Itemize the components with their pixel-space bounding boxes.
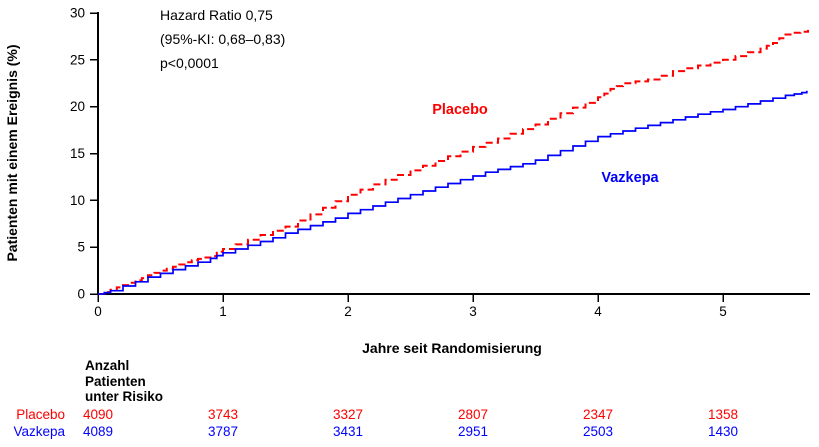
x-tick-label: 1	[219, 304, 227, 319]
risk-cell: 1358	[707, 407, 739, 422]
y-tick-label: 0	[77, 287, 85, 302]
risk-cell: 2951	[457, 424, 489, 439]
vazkepa-curve-label: Vazkepa	[601, 170, 659, 186]
risk-cell: 3743	[207, 407, 239, 422]
x-tick-label: 5	[719, 304, 727, 319]
y-tick-label: 10	[70, 193, 85, 208]
survival-curves	[98, 29, 809, 295]
risk-cell: 3431	[332, 424, 364, 439]
placebo-curve	[98, 29, 809, 295]
risk-cell: 2347	[582, 407, 614, 422]
x-tick-label: 0	[94, 304, 102, 319]
risk-cell: 4090	[82, 407, 114, 422]
survival-curve-chart: 0 5 10 15 20 25 30 0 1 2 3 4 5 Patienten mit einem …	[4, 6, 810, 356]
y-axis-ticks: 0 5 10 15 20 25 30	[70, 6, 98, 302]
vazkepa-curve	[98, 90, 808, 295]
x-tick-label: 2	[344, 304, 352, 319]
annotation-line: (95%-KI: 0,68–0,83)	[160, 31, 285, 47]
placebo-curve-label: Placebo	[432, 102, 488, 118]
risk-row-label-placebo: Placebo	[16, 407, 65, 422]
annotation-line: p<0,0001	[160, 55, 219, 71]
x-tick-label: 3	[469, 304, 477, 319]
risk-cell: 3787	[207, 424, 239, 439]
risk-table-header: Anzahl Patienten unter Risiko	[85, 358, 164, 404]
risk-row-label-vazkepa: Vazkepa	[13, 424, 65, 439]
x-axis-title: Jahre seit Randomisierung	[362, 340, 542, 356]
risk-cell: 2807	[457, 407, 489, 422]
y-tick-label: 30	[70, 6, 85, 21]
x-tick-label: 4	[594, 304, 602, 319]
y-tick-label: 5	[77, 240, 85, 255]
y-tick-label: 20	[70, 99, 85, 114]
number-at-risk-table: Anzahl Patienten unter Risiko Placebo 409…	[0, 355, 819, 447]
risk-cell: 2503	[582, 424, 614, 439]
hazard-ratio-annotation: Hazard Ratio 0,75 (95%-KI: 0,68–0,83) p<0,…	[160, 7, 285, 71]
risk-cell: 4089	[82, 424, 114, 439]
y-tick-label: 15	[70, 146, 85, 161]
y-tick-label: 25	[70, 52, 85, 67]
risk-cell: 1430	[707, 424, 739, 439]
y-axis-title: Patienten mit einem Ereignis (%)	[4, 44, 20, 261]
annotation-line: Hazard Ratio 0,75	[160, 7, 273, 23]
x-axis-ticks: 0 1 2 3 4 5	[94, 294, 727, 319]
risk-cell: 3327	[332, 407, 364, 422]
